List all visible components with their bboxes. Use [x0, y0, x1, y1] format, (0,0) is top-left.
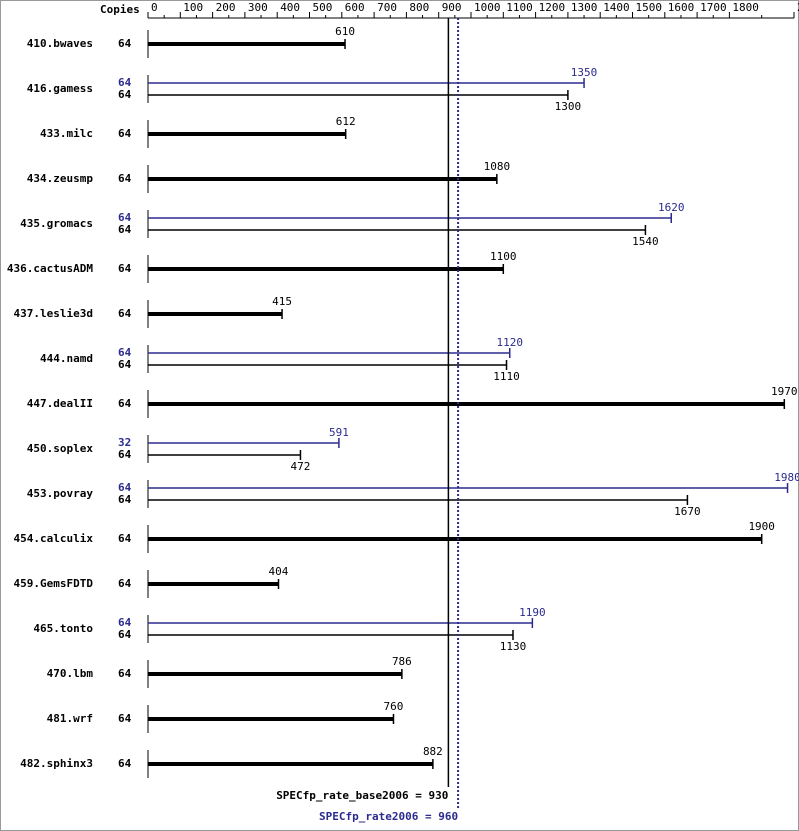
value-label: 1670	[674, 505, 701, 518]
copies-label: 64	[118, 346, 132, 359]
x-tick-label: 400	[280, 1, 300, 14]
benchmark-label: 482.sphinx3	[20, 757, 93, 770]
value-label: 1080	[484, 160, 511, 173]
x-tick-label: 600	[345, 1, 365, 14]
reference-label: SPECfp_rate_base2006 = 930	[276, 789, 448, 802]
value-label: 1350	[571, 66, 598, 79]
value-label: 404	[269, 565, 289, 578]
copies-label: 64	[118, 667, 132, 680]
copies-label: 64	[118, 262, 132, 275]
value-label: 1620	[658, 201, 685, 214]
copies-label: 64	[118, 757, 132, 770]
benchmark-label: 434.zeusmp	[27, 172, 94, 185]
value-label: 1130	[500, 640, 527, 653]
copies-label: 64	[118, 481, 132, 494]
x-tick-label: 100	[183, 1, 203, 14]
x-tick-label: 200	[216, 1, 236, 14]
copies-label: 64	[118, 127, 132, 140]
copies-label: 64	[118, 76, 132, 89]
value-label: 1100	[490, 250, 517, 263]
value-label: 1980	[774, 471, 799, 484]
x-tick-label: 1300	[571, 1, 598, 14]
value-label: 472	[291, 460, 311, 473]
x-tick-label: 2000	[797, 1, 799, 14]
x-tick-label: 1600	[668, 1, 695, 14]
value-label: 591	[329, 426, 349, 439]
copies-label: 64	[118, 616, 132, 629]
x-tick-label: 500	[313, 1, 333, 14]
x-tick-label: 1200	[539, 1, 566, 14]
copies-label: 64	[118, 577, 132, 590]
value-label: 786	[392, 655, 412, 668]
copies-header: Copies	[100, 3, 140, 16]
benchmark-label: 447.dealII	[27, 397, 93, 410]
benchmark-label: 437.leslie3d	[14, 307, 93, 320]
value-label: 1110	[493, 370, 520, 383]
value-label: 1120	[497, 336, 524, 349]
benchmark-label: 470.lbm	[47, 667, 94, 680]
benchmark-label: 450.soplex	[27, 442, 94, 455]
x-tick-label: 1100	[506, 1, 533, 14]
x-tick-label: 800	[409, 1, 429, 14]
x-tick-label: 1800	[732, 1, 759, 14]
value-label: 1300	[555, 100, 582, 113]
benchmark-label: 453.povray	[27, 487, 94, 500]
x-tick-label: 700	[377, 1, 397, 14]
benchmark-label: 416.gamess	[27, 82, 93, 95]
value-label: 1900	[748, 520, 775, 533]
x-tick-label: 1400	[603, 1, 630, 14]
x-tick-label: 1500	[636, 1, 663, 14]
copies-label: 64	[118, 223, 132, 236]
copies-label: 64	[118, 358, 132, 371]
value-label: 1970	[771, 385, 798, 398]
x-tick-label: 1700	[700, 1, 727, 14]
copies-label: 64	[118, 712, 132, 725]
value-label: 760	[384, 700, 404, 713]
copies-label: 64	[118, 532, 132, 545]
copies-label: 32	[118, 436, 131, 449]
benchmark-label: 410.bwaves	[27, 37, 93, 50]
copies-label: 64	[118, 397, 132, 410]
value-label: 610	[335, 25, 355, 38]
benchmark-label: 435.gromacs	[20, 217, 93, 230]
reference-label: SPECfp_rate2006 = 960	[319, 810, 458, 823]
copies-label: 64	[118, 628, 132, 641]
value-label: 1190	[519, 606, 546, 619]
benchmark-label: 444.namd	[40, 352, 93, 365]
benchmark-label: 459.GemsFDTD	[14, 577, 94, 590]
benchmark-label: 454.calculix	[14, 532, 94, 545]
value-label: 882	[423, 745, 443, 758]
x-tick-label: 900	[442, 1, 462, 14]
copies-label: 64	[118, 37, 132, 50]
value-label: 1540	[632, 235, 659, 248]
benchmark-label: 436.cactusADM	[7, 262, 93, 275]
copies-label: 64	[118, 172, 132, 185]
copies-label: 64	[118, 448, 132, 461]
x-tick-label: 1000	[474, 1, 501, 14]
x-tick-label: 0	[151, 1, 158, 14]
copies-label: 64	[118, 493, 132, 506]
copies-label: 64	[118, 88, 132, 101]
value-label: 612	[336, 115, 356, 128]
benchmark-label: 433.milc	[40, 127, 93, 140]
value-label: 415	[272, 295, 292, 308]
copies-label: 64	[118, 211, 132, 224]
x-tick-label: 300	[248, 1, 268, 14]
benchmark-label: 481.wrf	[47, 712, 93, 725]
benchmark-label: 465.tonto	[33, 622, 93, 635]
copies-label: 64	[118, 307, 132, 320]
